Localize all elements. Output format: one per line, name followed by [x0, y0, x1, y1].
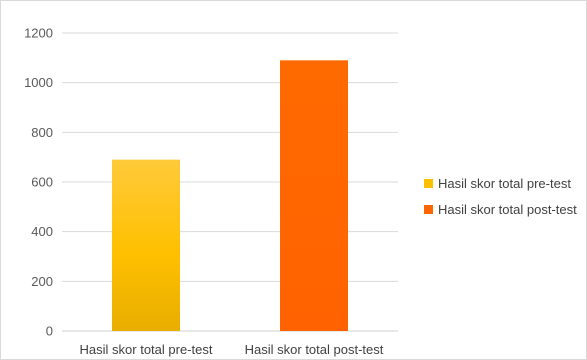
y-tick-label: 600	[31, 175, 53, 190]
legend-item-post-test: Hasil skor total post-test	[424, 196, 584, 222]
legend-item-pre-test: Hasil skor total pre-test	[424, 170, 584, 196]
x-category-label: Hasil skor total post-test	[245, 342, 384, 357]
y-tick-label: 0	[46, 324, 53, 339]
legend-swatch-post-test	[424, 204, 433, 214]
y-tick-label: 1000	[24, 75, 53, 90]
y-axis-ticks: 0 200 400 600 800 1000 1200	[24, 26, 53, 339]
legend: Hasil skor total pre-test Hasil skor tot…	[424, 170, 584, 222]
bar-post-test	[280, 60, 348, 332]
y-tick-label: 200	[31, 274, 53, 289]
legend-swatch-pre-test	[424, 178, 433, 188]
y-tick-label: 400	[31, 224, 53, 239]
bar-pre-test	[112, 159, 180, 331]
y-tick-label: 800	[31, 125, 53, 140]
legend-label-pre-test: Hasil skor total pre-test	[438, 175, 571, 191]
x-category-label: Hasil skor total pre-test	[80, 342, 213, 357]
x-axis-labels: Hasil skor total pre-test Hasil skor tota…	[80, 342, 384, 357]
legend-label-post-test: Hasil skor total post-test	[438, 201, 577, 217]
bars	[112, 60, 348, 332]
y-tick-label: 1200	[24, 26, 53, 41]
